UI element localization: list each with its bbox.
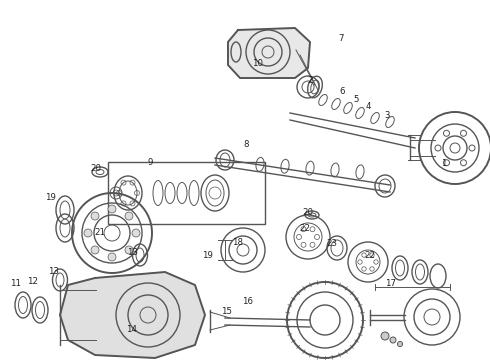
Text: 23: 23: [326, 239, 338, 248]
Circle shape: [125, 246, 133, 254]
Polygon shape: [60, 272, 205, 358]
Bar: [108, 162, 265, 224]
Text: 8: 8: [243, 140, 249, 149]
Text: 20: 20: [91, 163, 101, 172]
Circle shape: [108, 205, 116, 213]
Text: 21: 21: [95, 228, 105, 237]
Circle shape: [91, 212, 99, 220]
Text: 17: 17: [386, 279, 396, 288]
Text: 10: 10: [252, 59, 264, 68]
Circle shape: [91, 246, 99, 254]
Text: 12: 12: [27, 276, 39, 285]
Text: 5: 5: [353, 95, 359, 104]
Circle shape: [390, 337, 396, 343]
Text: 13: 13: [127, 248, 139, 257]
Circle shape: [125, 212, 133, 220]
Text: 2: 2: [307, 76, 313, 85]
Text: 1: 1: [441, 158, 447, 167]
Circle shape: [132, 229, 140, 237]
Text: 3: 3: [384, 111, 390, 120]
Text: 20: 20: [302, 207, 314, 216]
Text: 14: 14: [126, 325, 138, 334]
Circle shape: [84, 229, 92, 237]
Circle shape: [397, 342, 402, 346]
Text: 11: 11: [10, 279, 22, 288]
Text: 22: 22: [365, 252, 375, 261]
Text: 9: 9: [147, 158, 153, 166]
Text: 19: 19: [201, 251, 213, 260]
Text: 16: 16: [243, 297, 253, 306]
Text: 19: 19: [45, 193, 55, 202]
Polygon shape: [228, 28, 310, 78]
Text: 13: 13: [49, 267, 59, 276]
Text: 18: 18: [232, 238, 244, 247]
Circle shape: [108, 253, 116, 261]
Text: 7: 7: [338, 33, 344, 42]
Text: 6: 6: [339, 86, 345, 95]
Text: 22: 22: [299, 224, 311, 233]
Text: 4: 4: [365, 102, 371, 111]
Circle shape: [381, 332, 389, 340]
Text: 15: 15: [221, 307, 232, 316]
